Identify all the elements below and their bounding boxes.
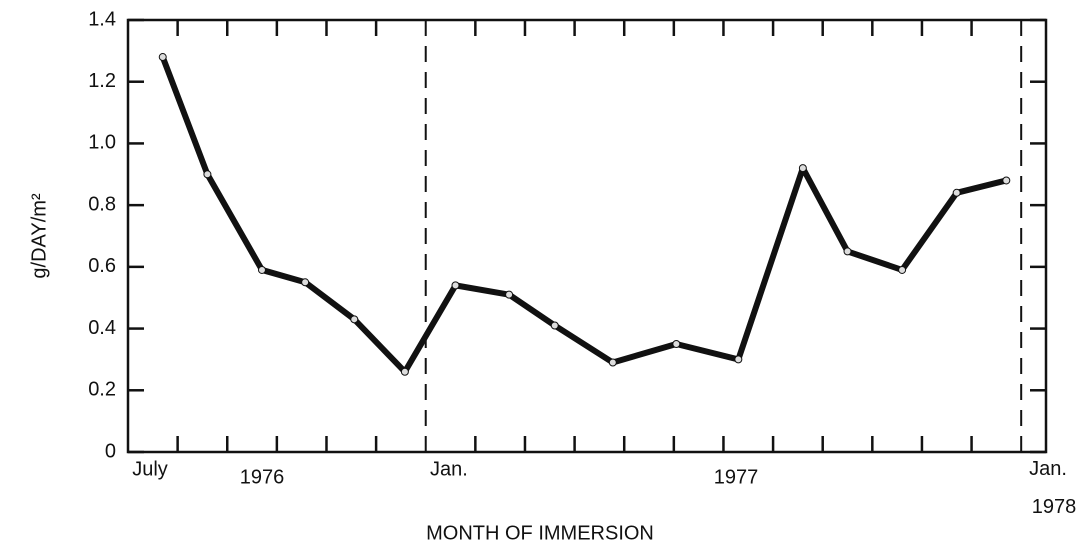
y-tick-label: 0 [105,440,116,462]
data-point [898,265,907,274]
data-point [158,53,167,62]
data-point [203,170,212,179]
x-tick-label: 1976 [240,466,285,488]
x-tick-label: July [132,458,168,480]
y-tick-label: 0.2 [88,379,116,401]
data-point [798,164,807,173]
data-point [734,355,743,364]
y-axis-label: g/DAY/m² [28,193,50,279]
data-point [505,290,514,299]
y-tick-label: 1.4 [88,8,116,30]
data-point [451,281,460,290]
x-axis-label: MONTH OF IMMERSION [426,522,654,544]
y-tick-label: 0.6 [88,255,116,277]
plot-frame [126,18,1048,454]
x-tick-label: Jan. [430,458,468,480]
data-point [301,278,310,287]
y-tick-label: 0.8 [88,193,116,215]
data-point [608,358,617,367]
data-point [672,340,681,348]
data-point [550,321,559,330]
data-point [952,188,961,197]
y-tick-label: 0.4 [88,317,116,339]
y-tick-label: 1.2 [88,70,116,92]
y-tick-label: 1.0 [88,132,116,154]
x-tick-label: 1977 [714,466,759,488]
data-point [1002,176,1011,185]
x-tick-label: Jan. 1978 [1029,458,1076,518]
data-line [159,55,1008,375]
data-point [257,265,266,274]
data-point [400,367,409,376]
data-point [350,315,359,324]
data-point [843,247,852,256]
